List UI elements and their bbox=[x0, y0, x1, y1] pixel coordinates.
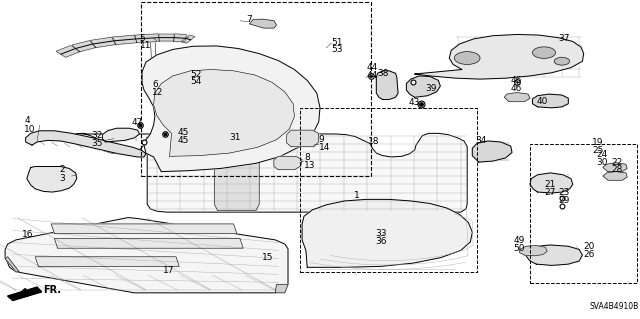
Polygon shape bbox=[27, 167, 77, 192]
Text: 17: 17 bbox=[163, 266, 175, 275]
Text: 18: 18 bbox=[368, 137, 380, 146]
Text: 49: 49 bbox=[513, 236, 525, 245]
Text: 37: 37 bbox=[558, 34, 570, 43]
Polygon shape bbox=[69, 133, 467, 212]
Polygon shape bbox=[406, 76, 440, 97]
Text: 51: 51 bbox=[332, 38, 343, 47]
Polygon shape bbox=[603, 172, 627, 180]
Polygon shape bbox=[135, 34, 159, 43]
Polygon shape bbox=[415, 34, 584, 79]
Text: 8: 8 bbox=[304, 153, 310, 162]
Text: 11: 11 bbox=[140, 41, 151, 50]
Text: 23: 23 bbox=[558, 188, 570, 197]
Polygon shape bbox=[91, 37, 116, 48]
Text: 13: 13 bbox=[304, 161, 316, 170]
Text: 25: 25 bbox=[592, 146, 604, 155]
Text: 44: 44 bbox=[366, 71, 378, 80]
Text: 31: 31 bbox=[229, 133, 241, 142]
Polygon shape bbox=[287, 130, 319, 147]
Polygon shape bbox=[530, 173, 573, 193]
Polygon shape bbox=[102, 128, 140, 142]
Text: 22: 22 bbox=[611, 158, 623, 167]
Text: 33: 33 bbox=[375, 229, 387, 238]
Polygon shape bbox=[54, 239, 243, 248]
Polygon shape bbox=[250, 19, 276, 28]
Text: 32: 32 bbox=[91, 131, 102, 140]
Text: 15: 15 bbox=[262, 253, 274, 262]
Text: 5: 5 bbox=[140, 34, 145, 43]
Text: 53: 53 bbox=[332, 45, 343, 54]
Polygon shape bbox=[504, 93, 530, 101]
Text: 26: 26 bbox=[584, 250, 595, 259]
Text: 6: 6 bbox=[152, 80, 158, 89]
Polygon shape bbox=[173, 34, 186, 42]
Polygon shape bbox=[603, 163, 627, 172]
Text: 19: 19 bbox=[592, 138, 604, 147]
Text: 45: 45 bbox=[178, 136, 189, 145]
Text: 39: 39 bbox=[426, 84, 437, 93]
Polygon shape bbox=[159, 34, 174, 41]
Polygon shape bbox=[113, 35, 137, 45]
Text: 46: 46 bbox=[511, 84, 522, 93]
Polygon shape bbox=[26, 131, 146, 157]
Text: 4: 4 bbox=[24, 116, 30, 125]
Text: 24: 24 bbox=[596, 150, 608, 159]
Polygon shape bbox=[72, 41, 97, 52]
Polygon shape bbox=[35, 257, 179, 266]
Text: 35: 35 bbox=[91, 139, 102, 148]
Text: 2: 2 bbox=[59, 165, 65, 174]
Polygon shape bbox=[526, 245, 582, 265]
Text: 21: 21 bbox=[544, 180, 556, 189]
Polygon shape bbox=[520, 246, 547, 256]
Text: FR.: FR. bbox=[44, 285, 61, 295]
Polygon shape bbox=[274, 156, 302, 170]
Polygon shape bbox=[302, 199, 472, 267]
Text: 1: 1 bbox=[354, 191, 360, 200]
Polygon shape bbox=[376, 71, 398, 100]
Text: 12: 12 bbox=[152, 88, 164, 97]
Text: 40: 40 bbox=[536, 97, 548, 106]
Polygon shape bbox=[5, 218, 288, 293]
Text: 47: 47 bbox=[131, 118, 143, 127]
Polygon shape bbox=[214, 155, 259, 211]
Text: 9: 9 bbox=[319, 135, 324, 144]
Circle shape bbox=[454, 52, 480, 64]
Polygon shape bbox=[8, 287, 42, 300]
Text: 10: 10 bbox=[24, 125, 36, 134]
Polygon shape bbox=[56, 46, 80, 57]
Text: 16: 16 bbox=[22, 230, 34, 239]
Text: 29: 29 bbox=[558, 196, 570, 205]
Text: 3: 3 bbox=[59, 174, 65, 182]
Text: 54: 54 bbox=[191, 77, 202, 86]
Text: SVA4B4910B: SVA4B4910B bbox=[589, 302, 639, 311]
Polygon shape bbox=[5, 257, 19, 272]
Text: 28: 28 bbox=[611, 165, 623, 174]
Polygon shape bbox=[532, 94, 568, 108]
Text: 30: 30 bbox=[596, 158, 608, 167]
Text: 52: 52 bbox=[191, 70, 202, 78]
Polygon shape bbox=[154, 70, 294, 156]
Text: 45: 45 bbox=[178, 128, 189, 137]
Text: 36: 36 bbox=[375, 237, 387, 246]
Polygon shape bbox=[142, 46, 320, 172]
Text: 34: 34 bbox=[475, 137, 486, 145]
Polygon shape bbox=[472, 141, 512, 162]
Text: 27: 27 bbox=[544, 188, 556, 197]
Circle shape bbox=[554, 57, 570, 65]
Text: 38: 38 bbox=[378, 69, 389, 78]
Text: 20: 20 bbox=[584, 242, 595, 251]
Polygon shape bbox=[163, 141, 242, 152]
Text: 14: 14 bbox=[319, 143, 330, 152]
Text: 50: 50 bbox=[513, 244, 525, 253]
Text: 44: 44 bbox=[366, 63, 378, 72]
Text: 46: 46 bbox=[511, 76, 522, 85]
Text: 43: 43 bbox=[408, 98, 420, 107]
Circle shape bbox=[532, 47, 556, 58]
Polygon shape bbox=[275, 285, 288, 293]
Polygon shape bbox=[51, 224, 237, 234]
Polygon shape bbox=[182, 35, 195, 43]
Text: 7: 7 bbox=[246, 15, 252, 24]
